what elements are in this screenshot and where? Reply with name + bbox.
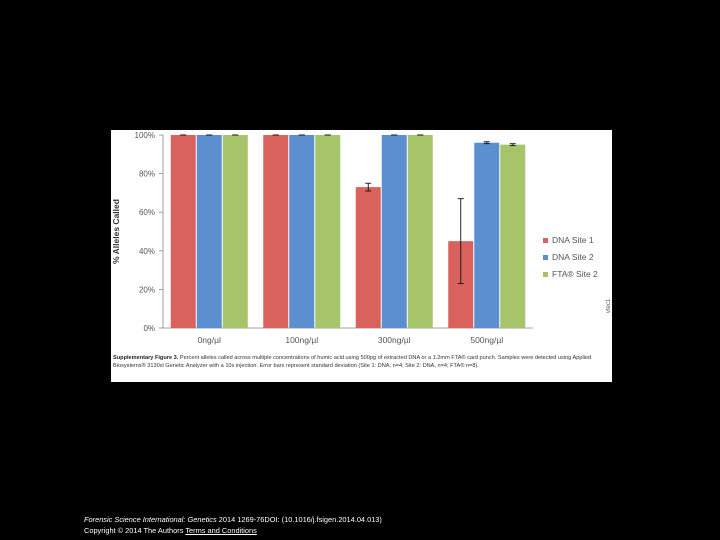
- legend-swatch: [543, 238, 548, 243]
- bar-dna-site-2-1: [289, 135, 315, 328]
- y-tick-label: 80%: [139, 170, 155, 179]
- legend-swatch: [543, 272, 548, 277]
- terms-link[interactable]: Terms and Conditions: [185, 525, 257, 535]
- bar-dna-site-2-2: [381, 135, 407, 328]
- bar-dna-site-1-1: [263, 135, 289, 328]
- figure-caption: Supplementary Figure 3. Percent alleles …: [113, 355, 609, 370]
- caption-text: Percent alleles called across multiple c…: [113, 355, 592, 369]
- journal-name: Forensic Science International: Genetics: [84, 515, 217, 524]
- bar-dna-site-2-3: [474, 142, 500, 328]
- y-axis-title: % Alleles Called: [111, 199, 121, 264]
- y-tick-label: 0%: [143, 324, 155, 333]
- legend-swatch: [543, 255, 548, 260]
- bar-dna-site-1-2: [355, 187, 381, 328]
- citation-line: Forensic Science International: Genetics…: [84, 515, 382, 526]
- figure-panel: 0% 20% 40% 60% 80% 100% % Alleles Called 0ng/µl…: [111, 130, 612, 382]
- bar-fta-site-2-0: [222, 135, 248, 328]
- copyright-line: Copyright © 2014 The Authors Terms and C…: [84, 526, 382, 537]
- bar-dna-site-1-0: [170, 135, 196, 328]
- legend-label: DNA Site 1: [552, 235, 594, 245]
- side-label: vtec1: [606, 298, 612, 313]
- bar-fta-site-2-1: [315, 135, 341, 328]
- footer: Forensic Science International: Genetics…: [84, 515, 382, 536]
- caption-label: Supplementary Figure 3.: [113, 355, 179, 361]
- bar-fta-site-2-2: [407, 135, 433, 328]
- y-tick-label: 20%: [139, 285, 155, 294]
- citation-text: 2014 1269-76DOI: (10.1016/j.fsigen.2014.…: [216, 515, 382, 524]
- x-tick-label: 0ng/µl: [198, 335, 221, 345]
- x-tick-label: 300ng/µl: [378, 335, 411, 345]
- bar-fta-site-2-3: [500, 144, 526, 328]
- x-tick-label: 100ng/µl: [285, 335, 318, 345]
- copyright-text: Copyright © 2014 The Authors: [84, 525, 184, 535]
- x-tick-label: 500ng/µl: [470, 335, 503, 345]
- y-tick-label: 40%: [139, 247, 155, 256]
- bar-chart: 0% 20% 40% 60% 80% 100% % Alleles Called 0ng/µl…: [111, 131, 612, 345]
- legend-label: DNA Site 2: [552, 252, 594, 262]
- bar-dna-site-2-0: [196, 135, 222, 328]
- y-tick-label: 60%: [139, 208, 155, 217]
- legend-label: FTA® Site 2: [552, 269, 598, 279]
- y-tick-label: 100%: [135, 131, 155, 140]
